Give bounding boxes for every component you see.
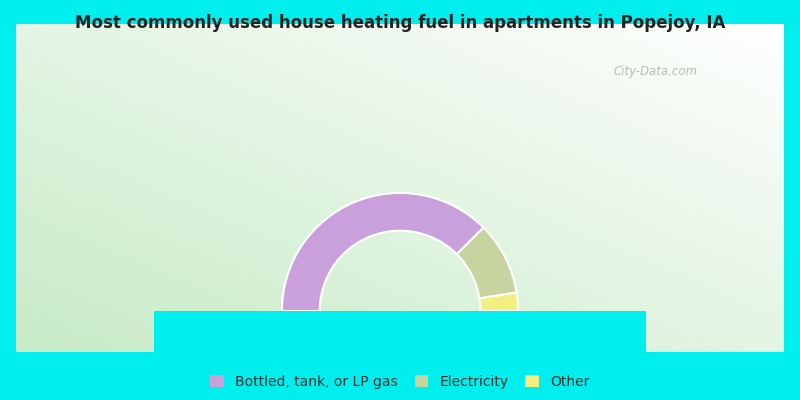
Legend: Bottled, tank, or LP gas, Electricity, Other: Bottled, tank, or LP gas, Electricity, O… xyxy=(206,371,594,393)
Text: City-Data.com: City-Data.com xyxy=(614,66,698,78)
Wedge shape xyxy=(282,193,483,311)
Wedge shape xyxy=(457,228,517,298)
Bar xyxy=(154,311,646,352)
Text: Most commonly used house heating fuel in apartments in Popejoy, IA: Most commonly used house heating fuel in… xyxy=(75,14,725,32)
Wedge shape xyxy=(479,292,518,311)
